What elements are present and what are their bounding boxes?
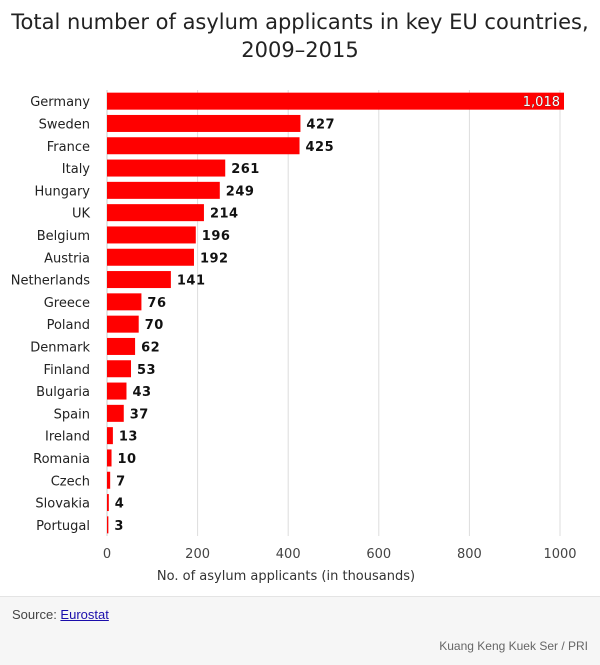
data-label: 261 xyxy=(231,162,260,177)
category-label: Denmark xyxy=(30,340,90,355)
data-label: 4 xyxy=(115,497,125,512)
data-label: 3 xyxy=(114,519,124,534)
bar xyxy=(107,404,124,422)
data-label: 43 xyxy=(132,385,151,400)
data-label: 214 xyxy=(210,207,239,222)
category-label: Slovakia xyxy=(35,497,90,512)
bar xyxy=(107,293,142,311)
bar xyxy=(107,137,300,155)
category-label: Germany xyxy=(30,95,90,110)
data-label: 192 xyxy=(200,251,229,266)
category-label: Belgium xyxy=(37,229,90,244)
category-label: Sweden xyxy=(39,117,90,132)
category-labels: Germany Sweden France Italy Hungary UK Belgium… xyxy=(11,95,91,534)
bar xyxy=(107,516,109,534)
bar xyxy=(107,382,127,400)
category-label: Italy xyxy=(62,162,91,177)
x-tick-label: 400 xyxy=(276,547,301,562)
data-labels: 1,01842742526124921419619214176706253433… xyxy=(114,95,560,534)
bar-chart: Germany Sweden France Italy Hungary UK Belgium… xyxy=(11,90,577,584)
bar xyxy=(107,315,139,333)
x-tick-label: 800 xyxy=(457,547,482,562)
category-label: Spain xyxy=(54,407,90,422)
category-label: Ireland xyxy=(45,430,90,445)
category-label: Finland xyxy=(44,363,90,378)
bar xyxy=(107,360,132,378)
data-label: 53 xyxy=(137,363,156,378)
grid-lines xyxy=(106,90,561,536)
bar xyxy=(107,248,194,266)
bar xyxy=(107,471,111,489)
bar xyxy=(107,114,301,132)
data-label: 249 xyxy=(226,184,255,199)
data-label: 13 xyxy=(119,430,138,445)
category-label: Czech xyxy=(51,474,90,489)
category-label: Greece xyxy=(44,296,90,311)
data-label: 427 xyxy=(306,117,335,132)
bar xyxy=(107,449,112,467)
bar xyxy=(107,159,226,177)
x-axis-title: No. of asylum applicants (in thousands) xyxy=(157,569,415,584)
x-axis-ticks: 0 200 400 600 800 1000 xyxy=(103,547,577,562)
data-label: 76 xyxy=(147,296,166,311)
bar xyxy=(107,494,109,512)
bars xyxy=(107,92,564,534)
data-label: 141 xyxy=(177,274,206,289)
source-prefix: Source: xyxy=(12,607,61,622)
x-tick-label: 1000 xyxy=(543,547,576,562)
category-label: Poland xyxy=(47,318,90,333)
category-label: Austria xyxy=(44,251,90,266)
data-label: 1,018 xyxy=(523,95,560,110)
footer: Source: Eurostat Kuang Keng Kuek Ser / P… xyxy=(0,596,600,665)
data-label: 70 xyxy=(145,318,164,333)
bar xyxy=(107,226,196,244)
bar xyxy=(107,271,171,289)
category-label: Netherlands xyxy=(11,274,90,289)
bar xyxy=(107,181,220,199)
data-label: 62 xyxy=(141,340,160,355)
data-label: 7 xyxy=(116,474,126,489)
bar xyxy=(107,337,136,355)
data-label: 196 xyxy=(202,229,231,244)
x-tick-label: 600 xyxy=(366,547,391,562)
category-label: Romania xyxy=(33,452,90,467)
chart-title: Total number of asylum applicants in key… xyxy=(11,10,589,62)
bar xyxy=(107,204,204,222)
data-label: 10 xyxy=(118,452,137,467)
source-line: Source: Eurostat xyxy=(12,607,109,622)
data-label: 37 xyxy=(130,407,149,422)
bar xyxy=(107,427,113,445)
category-label: Portugal xyxy=(36,519,90,534)
x-tick-label: 200 xyxy=(185,547,210,562)
data-label: 425 xyxy=(306,140,335,155)
source-link[interactable]: Eurostat xyxy=(60,607,109,622)
category-label: France xyxy=(47,140,90,155)
category-label: Hungary xyxy=(34,184,90,199)
x-tick-label: 0 xyxy=(103,547,111,562)
bar xyxy=(107,92,564,110)
credit-line: Kuang Keng Kuek Ser / PRI xyxy=(439,639,588,653)
category-label: UK xyxy=(72,207,91,222)
category-label: Bulgaria xyxy=(36,385,90,400)
